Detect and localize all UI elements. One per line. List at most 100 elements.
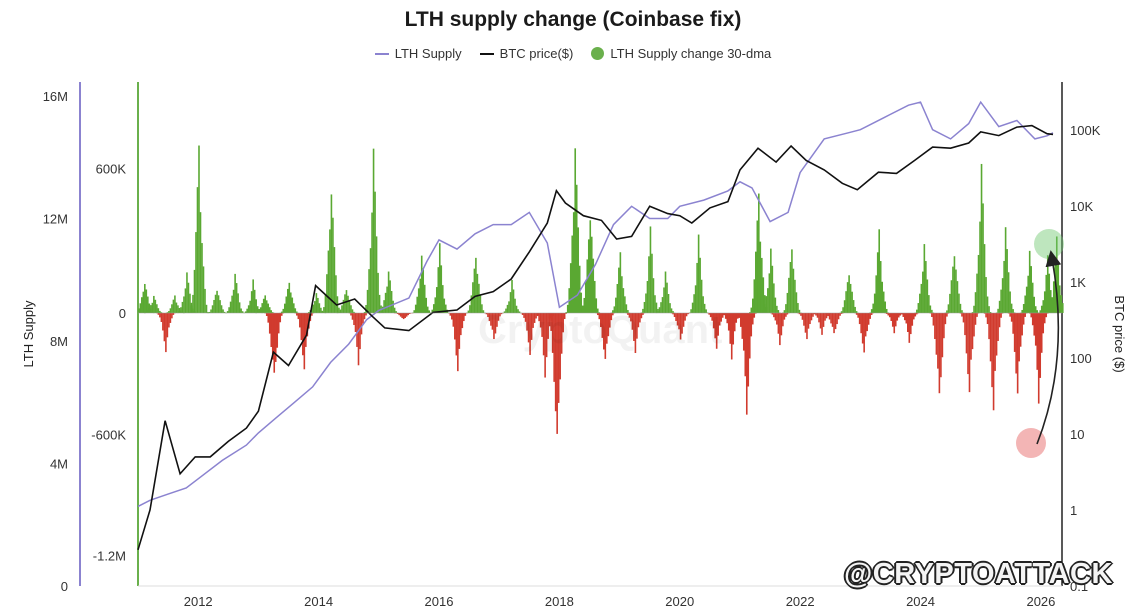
supply-change-bar	[1051, 297, 1054, 313]
supply-change-bar	[277, 313, 280, 334]
supply-change-bar	[1024, 295, 1026, 313]
supply-change-bar	[160, 312, 163, 313]
supply-change-bar	[581, 308, 584, 313]
supply-change-bar	[681, 313, 683, 334]
supply-change-bar	[995, 313, 998, 356]
supply-change-bar	[1012, 309, 1014, 313]
supply-change-bar	[624, 296, 626, 313]
supply-change-bar	[967, 313, 969, 375]
supply-change-bar	[297, 313, 300, 320]
supply-change-bar	[798, 313, 801, 315]
supply-change-bar	[365, 313, 367, 316]
supply-change-bar	[435, 287, 438, 313]
supply-change-bar	[371, 212, 373, 313]
supply-change-bar	[597, 313, 599, 316]
supply-change-bar	[809, 313, 811, 325]
supply-change-bar	[547, 313, 549, 314]
supply-change-bar	[321, 312, 324, 313]
legend-item-lth-supply[interactable]: LTH Supply	[374, 46, 462, 61]
supply-change-bar	[250, 291, 253, 313]
supply-change-bar	[848, 275, 850, 313]
supply-change-bar	[821, 313, 823, 335]
supply-change-bar	[610, 313, 613, 321]
supply-change-bar	[767, 288, 769, 313]
supply-change-bar	[934, 313, 936, 340]
supply-change-bar	[214, 294, 217, 313]
supply-change-bar	[922, 271, 924, 313]
supply-change-bar	[238, 302, 241, 313]
supply-change-bar	[866, 313, 868, 332]
supply-change-bar	[344, 294, 346, 313]
supply-change-bar	[944, 313, 947, 325]
supply-change-bar	[535, 313, 537, 319]
lth-supply-ticks: 0 4M 8M 12M 16M	[43, 89, 68, 594]
supply-change-bar	[771, 265, 774, 313]
supply-change-peak	[797, 313, 817, 340]
supply-change-bar	[524, 313, 527, 322]
supply-change-bar	[526, 313, 528, 331]
supply-change-peak	[688, 234, 709, 313]
supply-change-bar	[210, 309, 212, 313]
supply-change-bar	[407, 313, 409, 316]
supply-change-bar	[774, 297, 777, 313]
supply-change-bar	[791, 249, 793, 313]
supply-change-bar	[956, 281, 959, 313]
supply-change-bar	[891, 313, 894, 327]
supply-change-bar	[980, 163, 983, 313]
supply-change-bar	[634, 313, 637, 354]
supply-change-bar	[902, 313, 905, 317]
supply-change-bar	[953, 256, 956, 313]
supply-change-bar	[351, 309, 354, 313]
supply-change-bar	[189, 311, 191, 313]
supply-change-bar	[959, 303, 962, 313]
supply-change-bar	[387, 271, 390, 313]
supply-change-bar	[827, 313, 829, 317]
supply-change-bar	[830, 313, 832, 324]
supply-change-bar	[571, 235, 574, 313]
supply-change-bar	[265, 313, 268, 316]
supply-change-bar	[264, 295, 267, 313]
supply-change-bar	[1027, 275, 1029, 313]
supply-change-bar	[330, 194, 333, 313]
supply-change-bar	[949, 293, 951, 313]
supply-change-bar	[738, 313, 741, 318]
supply-change-bar	[840, 313, 843, 314]
legend-item-btc-price[interactable]: BTC price($)	[479, 46, 573, 61]
supply-change-bar	[455, 313, 458, 356]
supply-change-bar	[314, 301, 316, 313]
supply-change-bar	[888, 313, 891, 318]
supply-change-bar	[979, 221, 981, 313]
supply-change-bar	[220, 305, 223, 313]
supply-change-bar	[914, 313, 917, 317]
btc-price-tick-label: 10	[1070, 427, 1084, 442]
legend-item-supply-change[interactable]: LTH Supply change 30-dma	[591, 46, 771, 61]
supply-change-bar	[271, 312, 274, 313]
supply-change-bar	[929, 305, 932, 313]
supply-change-bar	[494, 313, 497, 334]
supply-change-bar	[1000, 313, 1002, 318]
supply-change-bar	[600, 313, 602, 328]
supply-change-bar	[723, 313, 726, 316]
supply-change-bar	[308, 312, 310, 313]
supply-change-bar	[875, 275, 878, 313]
supply-change-bar	[428, 310, 431, 313]
supply-change-bar	[643, 301, 646, 313]
supply-change-bar	[786, 292, 789, 313]
supply-change-bar	[454, 313, 456, 340]
supply-change-bar	[165, 313, 167, 353]
supply-change-bar	[917, 303, 920, 313]
supply-change-peak	[448, 313, 468, 372]
supply-change-peak	[1028, 313, 1049, 404]
supply-change-bar	[863, 313, 865, 353]
supply-change-bar	[1048, 309, 1051, 313]
supply-change-bar	[175, 302, 178, 313]
supply-change-bar	[359, 313, 361, 350]
supply-change-bar	[1030, 266, 1032, 313]
supply-change-peak	[995, 227, 1016, 313]
supply-change-bar	[1057, 263, 1060, 313]
supply-change-bar	[971, 312, 974, 313]
supply-change-bar	[318, 303, 321, 313]
x-tick-label: 2022	[786, 594, 815, 609]
supply-change-bar	[973, 313, 975, 337]
